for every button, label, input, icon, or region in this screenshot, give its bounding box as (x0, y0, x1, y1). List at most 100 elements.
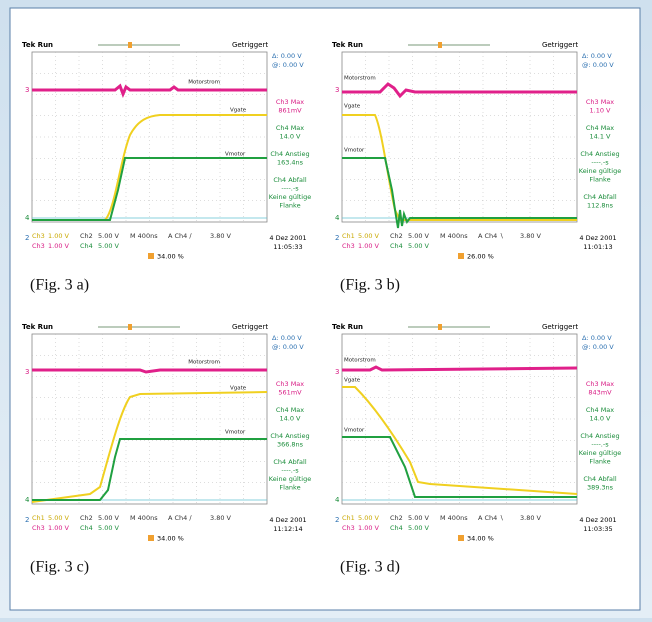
setting: A Ch4 ∕ (168, 514, 192, 522)
trigger-marker (128, 42, 132, 48)
setting: 1.00 V (358, 524, 380, 532)
measurement: 1.10 V (590, 107, 612, 115)
trace-label: Vgate (344, 378, 361, 384)
channel-marker: 2 (335, 516, 339, 524)
setting: 1.00 V (48, 232, 70, 240)
channel-marker: 4 (25, 496, 30, 504)
measurement: Ch3 Max (586, 98, 614, 106)
measurement: ----.-s (591, 441, 609, 449)
trace-label: Vgate (344, 104, 361, 110)
trace-label: Vmotor (225, 430, 246, 436)
setting: Ch2 (80, 232, 93, 240)
time: 11:05:33 (273, 243, 302, 251)
measurement: Ch4 Max (276, 406, 304, 414)
measurement: Flanke (279, 484, 300, 492)
percent: 26.00 % (467, 253, 494, 261)
trace-label: Vmotor (344, 148, 365, 154)
percent-box (458, 535, 464, 541)
time: 11:03:35 (583, 525, 612, 533)
percent: 34.00 % (467, 535, 494, 543)
trigger-marker (438, 324, 442, 330)
setting: A Ch4 ∖ (478, 232, 504, 240)
measurement: Ch4 Max (586, 124, 614, 132)
cursor-at: @: 0.00 V (272, 343, 304, 351)
channel-marker: 2 (335, 234, 339, 242)
percent: 34.00 % (157, 253, 184, 261)
setting: M 400ns (130, 232, 158, 240)
channel-marker: 4 (335, 496, 340, 504)
trace-label: Vgate (230, 386, 247, 392)
measurement: ----.-s (591, 159, 609, 167)
setting: Ch1 (32, 514, 45, 522)
date: 4 Dez 2001 (579, 516, 616, 524)
caption: (Fig. 3 b) (340, 277, 400, 294)
setting: Ch2 (80, 514, 93, 522)
measurement: Keine gültige (579, 449, 621, 457)
cursor-at: @: 0.00 V (582, 61, 614, 69)
cursor-at: @: 0.00 V (582, 343, 614, 351)
measurement: ----.-s (281, 185, 299, 193)
measurement: ----.-s (281, 467, 299, 475)
setting: Ch3 (32, 524, 45, 532)
measurement: Ch3 Max (276, 380, 304, 388)
caption: (Fig. 3 c) (30, 559, 89, 576)
cursor-delta: Δ: 0.00 V (582, 52, 612, 60)
setting: Ch3 (342, 524, 355, 532)
setting: Ch1 (342, 514, 355, 522)
measurement: 14.0 V (590, 415, 612, 423)
setting: Ch2 (390, 232, 403, 240)
measurement: 14.0 V (280, 415, 302, 423)
measurement: 843mV (588, 389, 612, 397)
screen (32, 334, 267, 504)
trace-label: Motorstrom (344, 76, 376, 82)
cursor-delta: Δ: 0.00 V (582, 334, 612, 342)
measurement: 14.0 V (280, 133, 302, 141)
status: Tek Run (22, 41, 53, 49)
page: Tek RunGetriggertΔ: 0.00 V@: 0.00 V342Mo… (0, 0, 652, 618)
time: 11:01:13 (583, 243, 612, 251)
setting: 1.00 V (358, 242, 380, 250)
setting: 5.00 V (408, 232, 430, 240)
caption: (Fig. 3 d) (340, 559, 400, 576)
measurement: Ch4 Abfall (583, 475, 617, 483)
cursor-delta: Δ: 0.00 V (272, 52, 302, 60)
percent-box (148, 535, 154, 541)
trigger-marker (438, 42, 442, 48)
measurement: Ch4 Anstieg (270, 150, 309, 158)
setting: 5.00 V (48, 514, 70, 522)
measurement: 861mV (278, 107, 302, 115)
trigger-state: Getriggert (232, 41, 268, 49)
setting: 3.80 V (520, 232, 542, 240)
setting: Ch1 (342, 232, 355, 240)
setting: A Ch4 ∖ (478, 514, 504, 522)
setting: 5.00 V (408, 524, 430, 532)
setting: Ch3 (342, 242, 355, 250)
channel-marker: 4 (25, 214, 30, 222)
status: Tek Run (332, 323, 363, 331)
setting: Ch2 (390, 514, 403, 522)
trigger-marker (128, 324, 132, 330)
setting: 1.00 V (48, 242, 70, 250)
measurement: Flanke (589, 458, 610, 466)
measurement: Ch4 Max (276, 124, 304, 132)
setting: 3.80 V (210, 232, 232, 240)
cursor-delta: Δ: 0.00 V (272, 334, 302, 342)
setting: 5.00 V (98, 242, 120, 250)
setting: 5.00 V (98, 232, 120, 240)
setting: M 400ns (130, 514, 158, 522)
setting: Ch4 (390, 524, 403, 532)
setting: 5.00 V (358, 514, 380, 522)
measurement: Ch3 Max (586, 380, 614, 388)
cursor-at: @: 0.00 V (272, 61, 304, 69)
channel-marker: 2 (25, 234, 29, 242)
trace-label: Vgate (230, 108, 247, 114)
setting: Ch4 (80, 242, 93, 250)
date: 4 Dez 2001 (269, 234, 306, 242)
setting: 3.80 V (210, 514, 232, 522)
measurement: 366.8ns (277, 441, 304, 449)
setting: 5.00 V (358, 232, 380, 240)
time: 11:12:14 (273, 525, 302, 533)
channel-marker: 2 (25, 516, 29, 524)
setting: 1.00 V (48, 524, 70, 532)
setting: M 400ns (440, 232, 468, 240)
